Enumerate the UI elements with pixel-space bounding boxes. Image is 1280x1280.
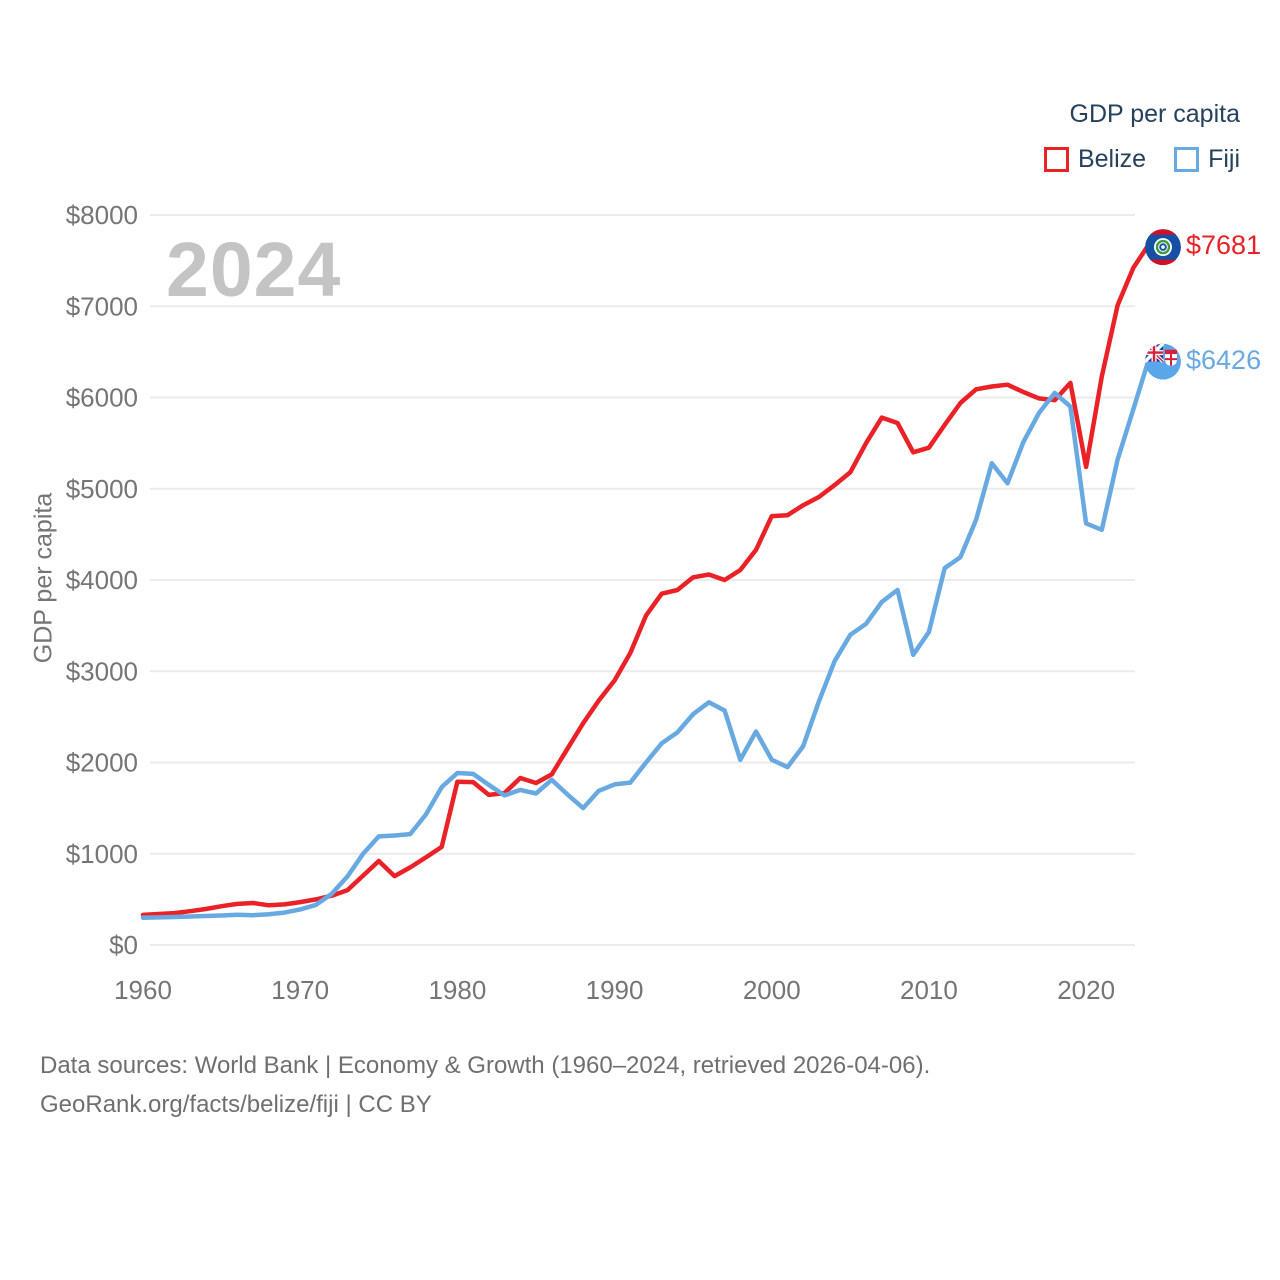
footer-line-2: GeoRank.org/facts/belize/fiji | CC BY (40, 1091, 432, 1118)
legend-swatch-belize (1043, 147, 1069, 172)
y-tick-labels: $0 $1000 $2000 $3000 $4000 $5000 $6000 $7000 $80… (66, 200, 138, 960)
y-tick-label: $6000 (66, 383, 138, 413)
x-tick-label: 2010 (900, 975, 958, 1005)
y-tick-label: $7000 (66, 291, 138, 321)
fiji-flag-icon (1145, 343, 1181, 380)
series-lines (140, 241, 1152, 921)
footer-line-1: Data sources: World Bank | Economy & Gro… (40, 1052, 931, 1079)
x-tick-label: 1990 (586, 975, 644, 1005)
y-tick-label: $8000 (66, 200, 138, 230)
legend-label-fiji: Fiji (1208, 145, 1240, 173)
x-tick-label: 1970 (271, 975, 329, 1005)
legend-item-fiji[interactable]: Fiji (1174, 145, 1240, 174)
fiji-line[interactable] (140, 356, 1152, 921)
x-tick-label: 1960 (114, 975, 172, 1005)
legend: GDP per capita Belize Fiji (1043, 100, 1240, 174)
belize-end-value-label: $7681 (1186, 230, 1262, 261)
x-tick-label: 1980 (428, 975, 486, 1005)
legend-items: Belize Fiji (1043, 145, 1240, 174)
y-tick-label: $1000 (66, 839, 138, 869)
y-tick-label: $4000 (66, 565, 138, 595)
legend-swatch-fiji (1174, 147, 1200, 172)
belize-flag-icon (1145, 229, 1181, 266)
legend-label-belize: Belize (1077, 145, 1147, 173)
x-tick-label: 2000 (743, 975, 801, 1005)
fiji-end-value-label: $6426 (1186, 344, 1262, 375)
legend-item-belize[interactable]: Belize (1043, 145, 1147, 174)
y-tick-label: $0 (109, 930, 138, 960)
gridlines (150, 214, 1135, 946)
y-tick-label: $2000 (66, 748, 138, 778)
year-watermark: 2024 (166, 227, 342, 313)
y-tick-label: $5000 (66, 474, 138, 504)
belize-line[interactable] (140, 241, 1152, 918)
legend-title: GDP per capita (1069, 100, 1240, 128)
footer: Data sources: World Bank | Economy & Gro… (40, 1046, 930, 1124)
y-tick-label: $3000 (66, 656, 138, 686)
x-tick-labels: 1960 1970 1980 1990 2000 2010 2020 (114, 975, 1115, 1005)
x-tick-label: 2020 (1057, 975, 1115, 1005)
